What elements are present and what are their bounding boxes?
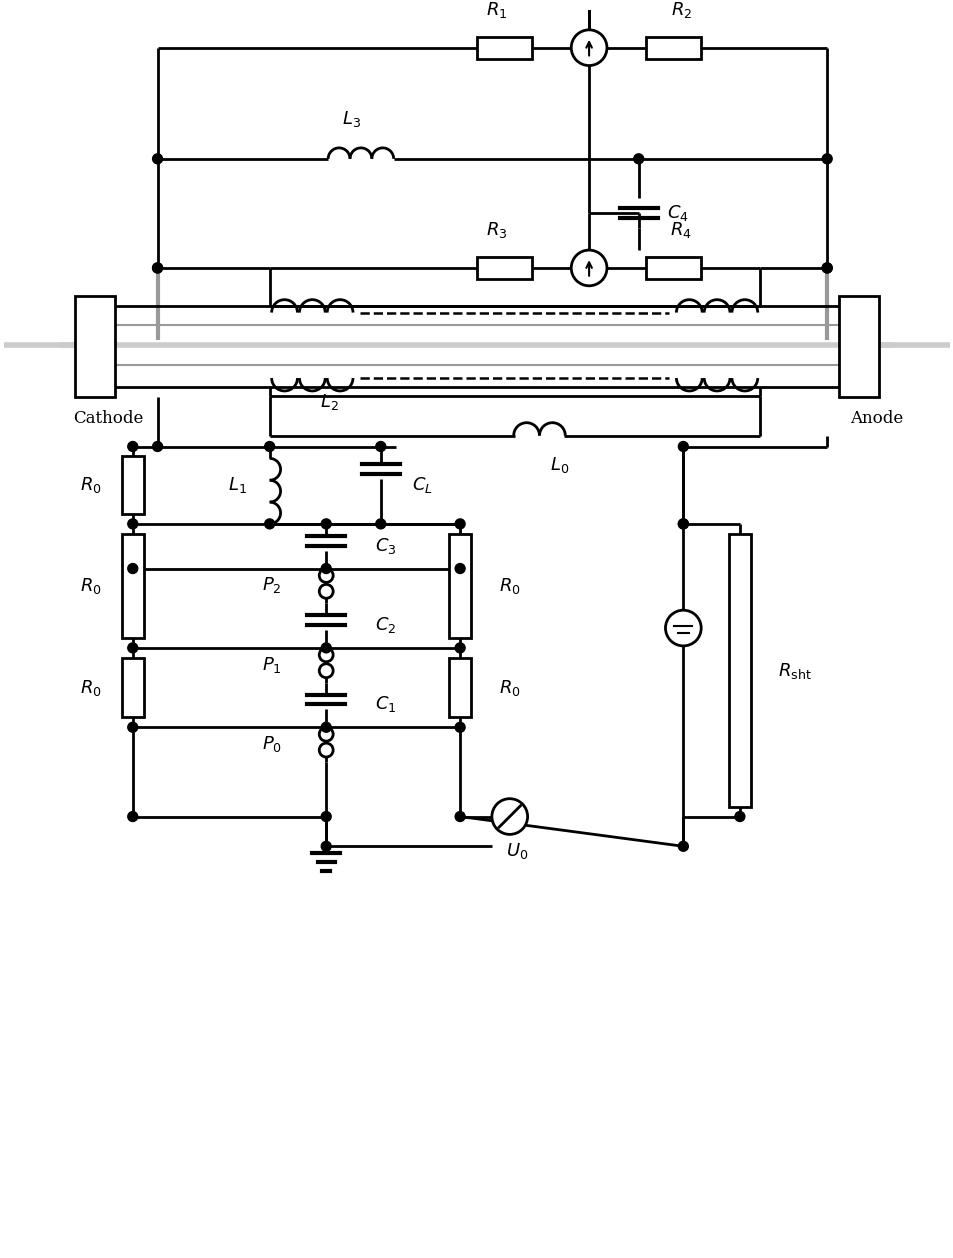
Bar bbox=[728, 535, 750, 808]
Text: Anode: Anode bbox=[849, 410, 902, 426]
Circle shape bbox=[375, 518, 385, 528]
Circle shape bbox=[128, 442, 137, 452]
Circle shape bbox=[678, 518, 687, 528]
Text: $P_0$: $P_0$ bbox=[261, 735, 281, 754]
Bar bbox=[122, 535, 144, 639]
Circle shape bbox=[319, 727, 333, 741]
Circle shape bbox=[455, 643, 465, 653]
Bar bbox=[449, 535, 471, 639]
Circle shape bbox=[375, 442, 385, 452]
Text: $C_3$: $C_3$ bbox=[375, 536, 396, 556]
Circle shape bbox=[319, 648, 333, 662]
Circle shape bbox=[319, 664, 333, 678]
Circle shape bbox=[678, 842, 687, 852]
Circle shape bbox=[128, 811, 137, 821]
Text: $R_0$: $R_0$ bbox=[498, 576, 520, 596]
Text: $R_2$: $R_2$ bbox=[670, 0, 691, 20]
Circle shape bbox=[571, 30, 606, 65]
Circle shape bbox=[321, 842, 331, 852]
Text: $R_1$: $R_1$ bbox=[486, 0, 507, 20]
Text: $L_0$: $L_0$ bbox=[549, 455, 568, 476]
Text: $C_L$: $C_L$ bbox=[412, 476, 433, 496]
Circle shape bbox=[319, 585, 333, 599]
Circle shape bbox=[321, 564, 331, 574]
Circle shape bbox=[319, 569, 333, 582]
Text: $C_2$: $C_2$ bbox=[375, 615, 396, 635]
Circle shape bbox=[492, 799, 527, 834]
Text: $L_1$: $L_1$ bbox=[228, 476, 247, 496]
Circle shape bbox=[152, 263, 162, 273]
Bar bbox=[122, 658, 144, 717]
Circle shape bbox=[455, 564, 465, 574]
Text: $R_0$: $R_0$ bbox=[80, 576, 102, 596]
Text: $R_4$: $R_4$ bbox=[670, 220, 692, 240]
Circle shape bbox=[633, 153, 643, 164]
Circle shape bbox=[128, 518, 137, 528]
Bar bbox=[477, 36, 532, 59]
Text: $L_2$: $L_2$ bbox=[319, 391, 338, 411]
Text: $R_3$: $R_3$ bbox=[486, 220, 507, 240]
Circle shape bbox=[821, 153, 831, 164]
Text: $R_0$: $R_0$ bbox=[498, 678, 520, 698]
Circle shape bbox=[734, 811, 744, 821]
Bar bbox=[449, 658, 471, 717]
Circle shape bbox=[821, 263, 831, 273]
Circle shape bbox=[455, 518, 465, 528]
Circle shape bbox=[152, 263, 162, 273]
Bar bbox=[645, 36, 700, 59]
Bar bbox=[122, 457, 144, 515]
Circle shape bbox=[264, 518, 274, 528]
Circle shape bbox=[571, 250, 606, 286]
Text: Cathode: Cathode bbox=[72, 410, 143, 426]
Bar bbox=[75, 296, 114, 398]
Circle shape bbox=[665, 610, 700, 645]
Circle shape bbox=[678, 442, 687, 452]
Circle shape bbox=[321, 811, 331, 821]
Text: $R_0$: $R_0$ bbox=[80, 678, 102, 698]
Text: $C_1$: $C_1$ bbox=[375, 694, 396, 715]
Circle shape bbox=[128, 643, 137, 653]
Text: $L_3$: $L_3$ bbox=[341, 109, 360, 130]
Bar bbox=[477, 257, 532, 279]
Text: $P_2$: $P_2$ bbox=[261, 575, 281, 595]
Circle shape bbox=[128, 722, 137, 732]
Circle shape bbox=[264, 442, 274, 452]
Circle shape bbox=[321, 722, 331, 732]
Circle shape bbox=[321, 643, 331, 653]
Circle shape bbox=[455, 811, 465, 821]
Text: $U_0$: $U_0$ bbox=[506, 842, 528, 862]
Circle shape bbox=[319, 743, 333, 757]
Circle shape bbox=[152, 442, 162, 452]
Circle shape bbox=[321, 518, 331, 528]
Text: $R_{\rm sht}$: $R_{\rm sht}$ bbox=[777, 660, 810, 681]
Text: $R_0$: $R_0$ bbox=[80, 476, 102, 496]
Bar bbox=[839, 296, 878, 398]
Circle shape bbox=[455, 722, 465, 732]
Text: $C_4$: $C_4$ bbox=[667, 204, 689, 224]
Circle shape bbox=[128, 564, 137, 574]
Circle shape bbox=[678, 518, 687, 528]
Circle shape bbox=[821, 263, 831, 273]
Bar bbox=[645, 257, 700, 279]
Circle shape bbox=[152, 153, 162, 164]
Text: $P_1$: $P_1$ bbox=[261, 654, 281, 674]
